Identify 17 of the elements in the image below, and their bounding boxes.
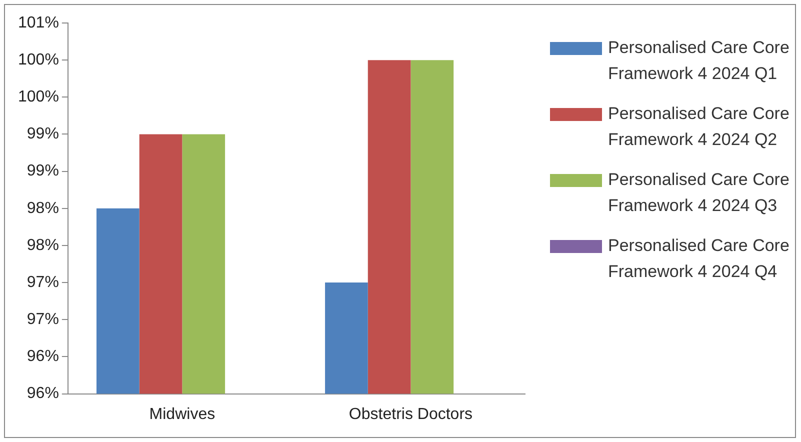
y-tick-label: 101% xyxy=(18,14,59,32)
legend-label: Personalised Care Core Framework 4 2024 Q3 xyxy=(608,169,790,217)
y-tick-label: 99% xyxy=(26,126,59,143)
y-tick-label: 98% xyxy=(26,200,59,217)
x-tick-label: Midwives xyxy=(149,406,216,423)
y-tick-label: 96% xyxy=(26,348,59,366)
legend-label: Personalised Care Core Framework 4 2024 Q1 xyxy=(608,37,790,85)
x-tick-label: Obstetris Doctors xyxy=(348,406,473,423)
y-tick-label: 100% xyxy=(18,88,59,106)
y-tick-label: 97% xyxy=(26,311,59,328)
y-tick-label: 96% xyxy=(26,385,59,402)
y-tick-label: 98% xyxy=(26,236,59,254)
y-tick-label: 100% xyxy=(18,51,59,68)
legend-label: Personalised Care Core Framework 4 2024 Q2 xyxy=(608,103,790,151)
y-tick-label: 97% xyxy=(26,274,59,291)
y-tick-label: 99% xyxy=(26,162,59,180)
legend-label: Personalised Care Core Framework 4 2024 Q4 xyxy=(608,235,790,283)
